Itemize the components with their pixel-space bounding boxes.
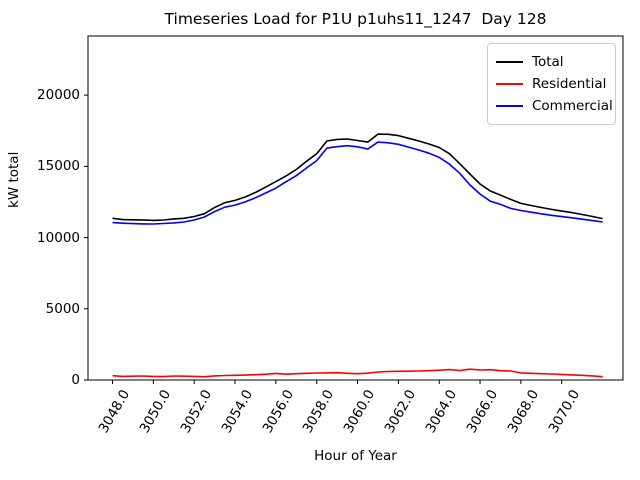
legend-item-total: Total bbox=[496, 51, 607, 73]
total-line bbox=[112, 133, 603, 222]
y-tick-label: 5000 bbox=[45, 300, 80, 317]
y-axis-label: kW total bbox=[6, 151, 22, 208]
chart-title: Timeseries Load for P1U p1uhs11_1247 Day… bbox=[164, 10, 547, 28]
total-line-swatch bbox=[496, 61, 523, 63]
x-axis-label: Hour of Year bbox=[314, 448, 397, 464]
y-tick-label: 0 bbox=[71, 372, 80, 388]
y-tick-label: 20000 bbox=[37, 87, 80, 104]
legend: Total Residential Commercial bbox=[487, 43, 616, 125]
y-tick-label: 10000 bbox=[37, 229, 80, 246]
legend-item-commercial: Commercial bbox=[496, 95, 613, 117]
legend-label-commercial: Commercial bbox=[532, 98, 613, 114]
legend-label-residential: Residential bbox=[532, 76, 607, 92]
commercial-line-swatch bbox=[496, 105, 523, 107]
residential-line-swatch bbox=[496, 83, 523, 85]
y-tick-label: 15000 bbox=[37, 158, 80, 175]
legend-item-residential: Residential bbox=[496, 73, 607, 95]
axes-spines bbox=[87, 35, 624, 381]
residential-line bbox=[112, 368, 603, 378]
commercial-line bbox=[112, 141, 603, 225]
legend-label-total: Total bbox=[532, 54, 564, 70]
